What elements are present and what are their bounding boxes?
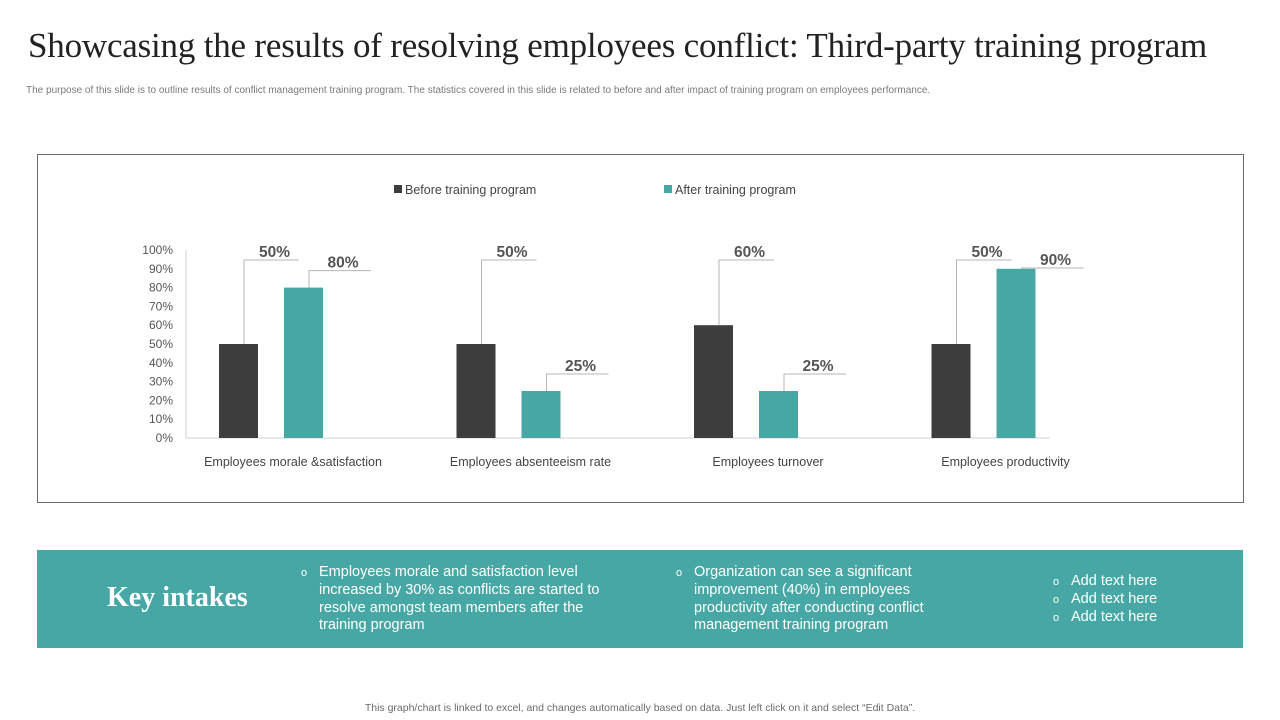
placeholder-text[interactable]: Add text here (1071, 590, 1158, 607)
bar-after (759, 391, 798, 438)
data-label-leader-line (718, 259, 774, 326)
data-label-leader-line (481, 259, 537, 344)
key-intakes-panel: Key intakes o Employees morale and satis… (37, 550, 1243, 648)
data-label: 50% (259, 244, 290, 261)
data-label-leader-line (546, 373, 609, 391)
y-tick-label: 70% (149, 299, 173, 313)
data-label: 90% (1040, 252, 1071, 269)
bar-after (521, 391, 561, 438)
legend-label: Before training program (405, 183, 536, 197)
key-intake-bullet: o Employees morale and satisfaction leve… (301, 564, 619, 635)
data-label-leader-line (1021, 267, 1084, 269)
placeholder-item[interactable]: o Add text here (1053, 590, 1231, 609)
bar-before (219, 344, 258, 438)
page-subtitle: The purpose of this slide is to outline … (26, 85, 931, 96)
y-tick-label: 40% (149, 356, 173, 370)
bullet-circle-icon: o (1053, 611, 1060, 624)
key-intake-bullet: o Organization can see a significant imp… (676, 564, 954, 635)
x-category-label: Employees absenteeism rate (450, 455, 611, 469)
y-tick-label: 0% (156, 431, 174, 445)
bar-chart[interactable]: 0% 10% 20% 30% 40% 50% 60% 70% 80% 90% 100% Employe… (38, 155, 1245, 504)
bar-before (694, 325, 733, 438)
placeholder-text[interactable]: Add text here (1071, 573, 1158, 589)
data-label-leader-line (308, 270, 371, 288)
y-tick-label: 10% (149, 412, 173, 426)
y-tick-label: 20% (149, 393, 173, 407)
legend-swatch (394, 185, 402, 193)
bar-after (284, 287, 323, 438)
bar-before (456, 344, 496, 438)
data-label: 25% (802, 358, 833, 375)
bullet-circle-icon: o (676, 567, 683, 579)
y-tick-label: 50% (149, 337, 173, 351)
placeholder-item[interactable]: o Add text here (1053, 608, 1231, 627)
x-category-label: Employees morale &satisfaction (204, 455, 382, 469)
data-label: 60% (734, 244, 765, 261)
legend-label: After training program (675, 183, 796, 197)
y-tick-label: 30% (149, 375, 173, 389)
bullet-circle-icon: o (301, 567, 308, 579)
placeholder-item[interactable]: o Add text here (1053, 573, 1231, 591)
chart-frame[interactable]: 0% 10% 20% 30% 40% 50% 60% 70% 80% 90% 100% Employe… (37, 154, 1244, 503)
y-tick-label: 60% (149, 318, 173, 332)
bullet-circle-icon: o (1053, 576, 1060, 588)
y-tick-label: 90% (149, 262, 173, 276)
key-intakes-title: Key intakes (107, 582, 248, 613)
bar-after (996, 268, 1036, 438)
footer-note: This graph/chart is linked to excel, and… (364, 702, 916, 714)
data-label-leader-line (956, 259, 1012, 344)
y-tick-label: 80% (149, 281, 173, 295)
placeholder-text[interactable]: Add text here (1071, 608, 1158, 625)
key-intake-text: Organization can see a significant impro… (694, 564, 924, 634)
legend-swatch (664, 185, 672, 193)
bar-before (931, 344, 971, 438)
x-category-label: Employees productivity (941, 455, 1070, 469)
data-label: 50% (496, 244, 527, 261)
placeholder-list: o Add text here o Add text here o Add te… (1053, 573, 1231, 627)
data-label: 25% (565, 358, 596, 375)
page-title: Showcasing the results of resolving empl… (28, 26, 1208, 65)
data-label-leader-line (243, 259, 299, 344)
data-label: 80% (327, 255, 358, 272)
data-label: 50% (971, 244, 1002, 261)
data-label-leader-line (783, 373, 846, 391)
bullet-circle-icon: o (1053, 593, 1060, 606)
x-category-label: Employees turnover (712, 455, 823, 469)
key-intake-text: Employees morale and satisfaction level … (319, 564, 600, 634)
y-tick-label: 100% (142, 243, 173, 257)
